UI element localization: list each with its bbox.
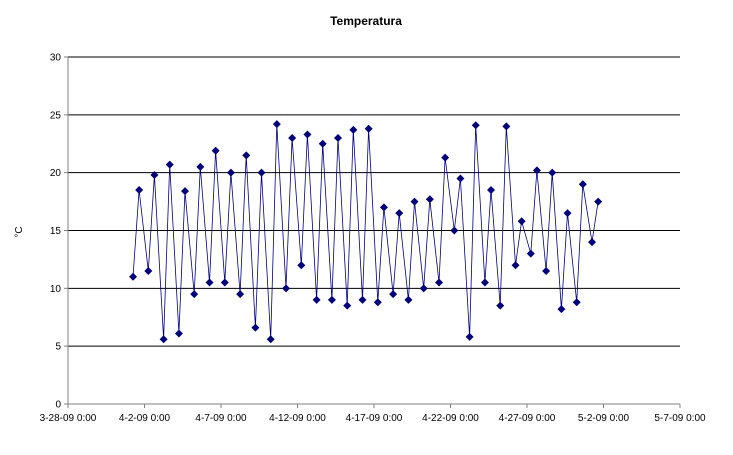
- data-point: [588, 238, 597, 247]
- data-point: [532, 166, 541, 175]
- data-point: [563, 209, 572, 218]
- data-point: [343, 301, 352, 310]
- y-tick-labels: 0 5 10 15 20 25 30: [50, 53, 62, 411]
- data-point: [425, 195, 434, 204]
- data-point: [410, 197, 419, 206]
- data-point: [511, 261, 520, 270]
- data-point: [174, 329, 183, 338]
- data-point: [251, 323, 260, 332]
- data-point: [465, 332, 474, 341]
- data-point: [282, 284, 291, 293]
- data-point: [496, 301, 505, 310]
- data-point: [165, 160, 174, 169]
- data-point: [211, 146, 220, 155]
- data-point: [379, 203, 388, 212]
- y-tick-label: 0: [55, 400, 61, 411]
- data-point: [441, 153, 450, 162]
- data-point: [487, 186, 496, 195]
- data-point: [190, 290, 199, 299]
- data-point: [312, 295, 321, 304]
- data-point: [456, 174, 465, 183]
- chart-title: Temperatura: [330, 14, 402, 28]
- data-point: [236, 290, 245, 299]
- data-point: [303, 130, 312, 139]
- x-tick-label: 4-12-09 0:00: [269, 413, 326, 424]
- data-point: [135, 186, 144, 195]
- data-point: [226, 168, 235, 177]
- data-point: [150, 170, 159, 179]
- data-point: [327, 295, 336, 304]
- data-point: [480, 278, 489, 287]
- data-point: [517, 217, 526, 226]
- data-point: [272, 120, 281, 129]
- data-point: [471, 121, 480, 130]
- data-point: [242, 151, 251, 160]
- y-tick-label: 30: [50, 53, 62, 64]
- data-point: [526, 249, 535, 258]
- x-tick-label: 4-7-09 0:00: [195, 413, 247, 424]
- y-axis-label: °C: [14, 226, 25, 237]
- data-point: [404, 295, 413, 304]
- data-point: [395, 209, 404, 218]
- data-point: [373, 298, 382, 307]
- x-tick-label: 4-2-09 0:00: [119, 413, 171, 424]
- y-tick-label: 15: [50, 226, 62, 237]
- data-point: [144, 266, 153, 275]
- data-point: [594, 197, 603, 206]
- data-point: [196, 162, 205, 171]
- series-line: [132, 124, 599, 340]
- y-tick-label: 5: [55, 342, 61, 353]
- data-point: [548, 168, 557, 177]
- data-point: [358, 295, 367, 304]
- data-point: [450, 226, 459, 235]
- data-points: [129, 120, 603, 344]
- data-point: [419, 284, 428, 293]
- data-point: [257, 168, 266, 177]
- x-tick-labels: 3-28-09 0:00 4-2-09 0:00 4-7-09 0:00 4-12-0…: [40, 413, 706, 424]
- y-tick-label: 10: [50, 284, 62, 295]
- data-point: [578, 180, 587, 189]
- data-point: [288, 133, 297, 142]
- data-point: [435, 278, 444, 287]
- data-point: [318, 139, 327, 148]
- data-point: [502, 122, 511, 131]
- data-point: [297, 261, 306, 270]
- data-point: [181, 187, 190, 196]
- y-tick-label: 25: [50, 110, 62, 121]
- data-point: [349, 125, 358, 134]
- y-tick-label: 20: [50, 168, 62, 179]
- data-point: [389, 290, 398, 299]
- data-point: [205, 278, 214, 287]
- data-point: [542, 266, 551, 275]
- x-tick-label: 5-7-09 0:00: [654, 413, 706, 424]
- data-point: [557, 305, 566, 314]
- series-line-group: [132, 124, 599, 340]
- data-point: [159, 335, 168, 344]
- axes: [64, 56, 681, 408]
- data-point: [266, 335, 275, 344]
- data-point: [334, 133, 343, 142]
- x-tick-label: 4-27-09 0:00: [499, 413, 556, 424]
- x-tick-label: 3-28-09 0:00: [40, 413, 97, 424]
- x-tick-label: 5-2-09 0:00: [578, 413, 630, 424]
- data-point: [572, 298, 581, 307]
- data-point: [220, 278, 229, 287]
- data-point: [129, 272, 138, 281]
- x-tick-label: 4-22-09 0:00: [422, 413, 479, 424]
- x-tick-label: 4-17-09 0:00: [346, 413, 403, 424]
- data-point: [364, 124, 373, 133]
